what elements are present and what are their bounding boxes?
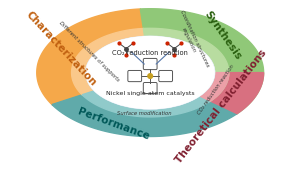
Circle shape [148, 74, 152, 78]
Polygon shape [37, 9, 143, 105]
Polygon shape [140, 9, 264, 114]
Text: Theoretical calculations: Theoretical calculations [174, 47, 269, 165]
Text: Nickel single-atom catalysts: Nickel single-atom catalysts [106, 91, 194, 96]
Text: Performance: Performance [76, 106, 151, 141]
Text: Synthesis: Synthesis [202, 9, 243, 62]
Text: Coordination structures
regulation: Coordination structures regulation [174, 9, 210, 70]
Text: Different structures of supports: Different structures of supports [58, 20, 120, 82]
Ellipse shape [86, 37, 214, 109]
Polygon shape [72, 29, 145, 95]
Text: Surface modification: Surface modification [117, 111, 171, 116]
Polygon shape [210, 73, 264, 114]
Polygon shape [200, 73, 229, 101]
Text: CO₂ reduction reaction: CO₂ reduction reaction [196, 64, 235, 116]
Polygon shape [82, 91, 210, 117]
Text: Characterization: Characterization [24, 10, 98, 89]
Polygon shape [52, 95, 237, 137]
Ellipse shape [86, 37, 214, 109]
Polygon shape [143, 28, 229, 101]
Text: CO₂ reduction reaction: CO₂ reduction reaction [112, 50, 188, 56]
Ellipse shape [86, 36, 214, 109]
